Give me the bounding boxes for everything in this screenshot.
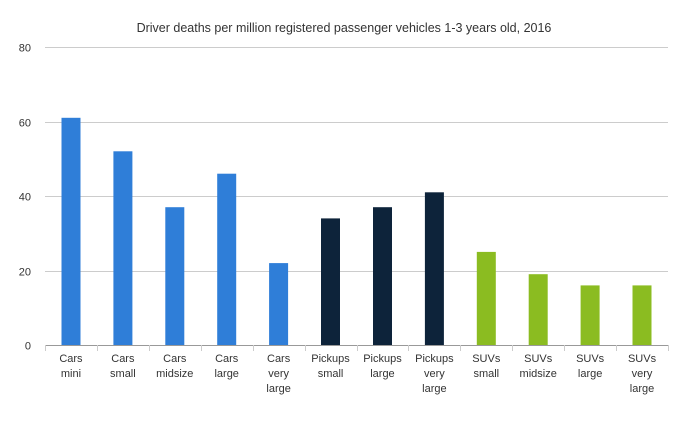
bar bbox=[321, 218, 340, 345]
chart-title: Driver deaths per million registered pas… bbox=[137, 21, 552, 35]
x-category-label: Cars mini bbox=[59, 353, 83, 380]
x-category-label: SUVs midsize bbox=[520, 353, 557, 380]
bar bbox=[269, 263, 289, 345]
x-category-label: SUVs small bbox=[472, 353, 501, 380]
bar bbox=[165, 207, 185, 345]
x-category-label: Pickups large bbox=[363, 353, 402, 380]
y-axis-tick-labels: 0 20 40 60 80 bbox=[19, 43, 31, 353]
x-axis bbox=[45, 345, 669, 351]
bar bbox=[632, 285, 652, 345]
bar bbox=[424, 192, 444, 345]
x-axis-category-labels: Cars mini Cars small Cars midsize Cars large Car… bbox=[59, 353, 656, 395]
bar bbox=[373, 207, 392, 345]
x-category-label: Cars midsize bbox=[156, 353, 193, 380]
bar bbox=[528, 274, 548, 345]
x-category-label: Pickups small bbox=[311, 353, 350, 380]
x-category-label: Cars small bbox=[110, 353, 136, 380]
y-tick-label: 40 bbox=[19, 192, 31, 204]
bar bbox=[580, 285, 600, 345]
bar bbox=[217, 173, 237, 345]
y-tick-label: 20 bbox=[19, 267, 31, 279]
bars bbox=[61, 117, 652, 345]
bar bbox=[113, 151, 133, 345]
x-category-label: SUVs very large bbox=[628, 353, 657, 395]
x-category-label: Pickups very large bbox=[415, 353, 454, 395]
x-category-label: Cars very large bbox=[266, 353, 290, 395]
y-tick-label: 0 bbox=[25, 341, 31, 353]
bar bbox=[476, 251, 496, 345]
gridlines bbox=[45, 47, 668, 272]
y-tick-label: 80 bbox=[19, 43, 31, 55]
x-category-label: SUVs large bbox=[576, 353, 605, 380]
x-category-label: Cars large bbox=[214, 353, 238, 380]
bar bbox=[61, 117, 81, 345]
y-tick-label: 60 bbox=[19, 118, 31, 130]
